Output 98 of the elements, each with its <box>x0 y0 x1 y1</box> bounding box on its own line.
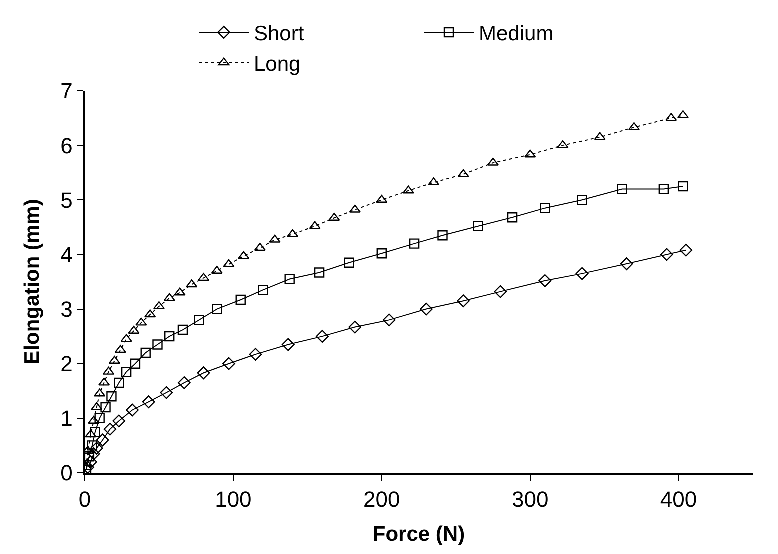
point <box>577 195 588 206</box>
point <box>409 238 420 249</box>
point <box>236 294 246 306</box>
y-tick-label: 0 <box>60 460 73 486</box>
x-tick-label: 200 <box>364 487 400 512</box>
point <box>164 331 175 342</box>
point <box>112 414 126 428</box>
point <box>211 266 223 274</box>
x-tick-label: 0 <box>78 487 92 512</box>
point <box>507 212 518 223</box>
x-tick-label: 400 <box>660 487 698 512</box>
legend-label: Medium <box>479 22 554 46</box>
point <box>238 251 250 260</box>
point <box>284 274 295 284</box>
point <box>258 285 268 296</box>
x-tick-label: 300 <box>512 487 549 512</box>
point <box>98 378 110 386</box>
point <box>349 204 361 213</box>
point <box>106 392 117 402</box>
point <box>309 221 321 230</box>
point <box>402 186 414 194</box>
point <box>104 422 117 436</box>
point <box>458 169 470 178</box>
point <box>144 310 156 318</box>
point <box>557 140 569 148</box>
point <box>96 434 110 447</box>
y-tick-label: 3 <box>60 296 73 322</box>
point <box>114 378 124 388</box>
legend-label: Short <box>254 22 304 46</box>
point <box>666 113 678 122</box>
point <box>594 132 606 140</box>
y-tick-label: 7 <box>60 78 73 104</box>
point <box>88 416 100 424</box>
point <box>382 314 396 327</box>
point <box>287 229 299 238</box>
point <box>87 440 98 451</box>
point <box>494 285 508 298</box>
point <box>576 267 589 280</box>
point <box>314 268 325 278</box>
point <box>178 324 188 336</box>
point <box>617 184 628 194</box>
point <box>164 293 176 302</box>
point <box>269 234 281 243</box>
point <box>658 184 670 194</box>
point <box>120 334 132 342</box>
point <box>680 244 693 257</box>
point <box>121 366 132 378</box>
point <box>174 288 186 296</box>
point <box>249 348 262 362</box>
point <box>94 388 106 397</box>
point <box>194 315 204 326</box>
y-tick-label: 4 <box>60 242 73 268</box>
y-tick-label: 6 <box>60 133 73 158</box>
point <box>136 318 148 326</box>
point <box>620 258 634 270</box>
point <box>94 413 105 424</box>
point <box>660 248 674 262</box>
point <box>420 302 433 316</box>
point <box>91 402 103 410</box>
point <box>152 340 163 350</box>
point <box>114 345 126 354</box>
point <box>197 366 210 380</box>
point <box>376 248 387 259</box>
x-axis-title: Force (N) <box>372 522 466 546</box>
y-tick-label: 2 <box>60 352 73 377</box>
x-tick-label: 100 <box>215 487 252 512</box>
point <box>90 426 100 438</box>
point <box>540 203 550 214</box>
point <box>212 304 222 314</box>
point <box>100 402 111 413</box>
y-axis-title: Elongation (mm) <box>21 199 44 365</box>
y-tick-label: 5 <box>60 188 73 213</box>
point <box>178 376 191 390</box>
point <box>90 442 104 455</box>
point <box>348 320 362 334</box>
point <box>126 404 139 417</box>
point <box>473 221 484 232</box>
point <box>538 274 552 288</box>
point <box>678 181 688 192</box>
y-tick-label: 1 <box>60 406 73 432</box>
point <box>254 243 266 252</box>
point <box>186 280 198 288</box>
point <box>87 447 100 460</box>
point <box>85 430 97 438</box>
point <box>316 330 329 344</box>
point <box>457 294 470 308</box>
point <box>524 150 536 158</box>
point <box>344 258 354 268</box>
point <box>142 396 156 409</box>
point <box>282 338 295 352</box>
point <box>222 357 236 370</box>
point <box>428 178 440 186</box>
point <box>140 348 151 358</box>
point <box>160 386 174 400</box>
point <box>438 230 448 241</box>
point <box>130 358 141 369</box>
legend-label: Long <box>254 53 301 76</box>
point <box>223 259 235 268</box>
